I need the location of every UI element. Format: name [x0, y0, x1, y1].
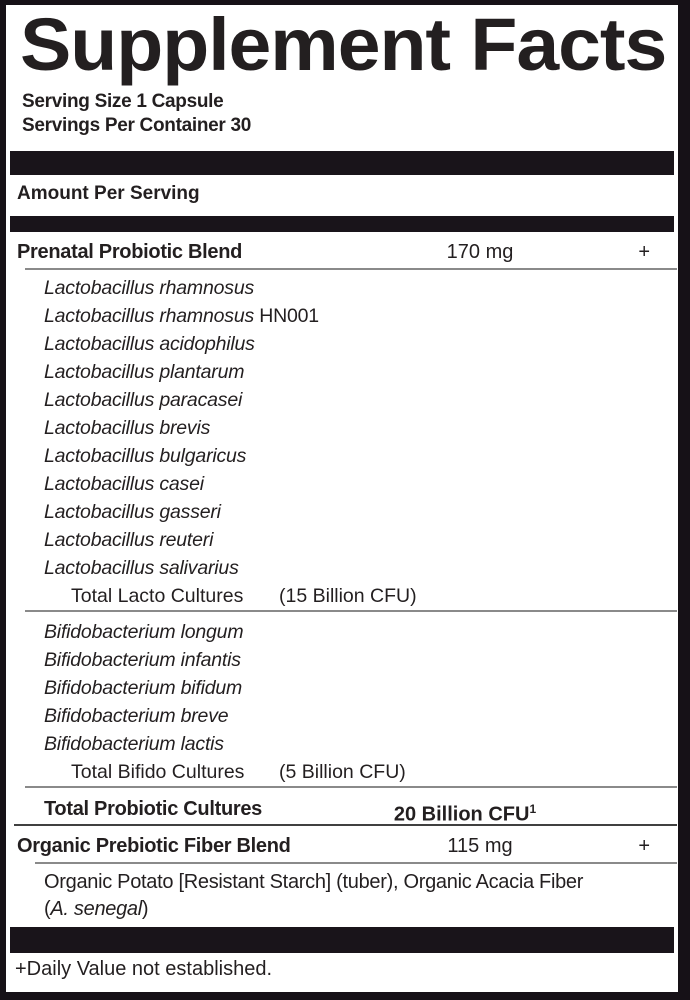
total-probiotic-value: 20 Billion CFU1 [393, 802, 537, 826]
bifido-species-list: Bifidobacterium longum Bifidobacterium in… [44, 612, 678, 758]
total-probiotic-label: Total Probiotic Cultures [44, 798, 262, 820]
species-item: Lactobacillus plantarum [44, 358, 678, 386]
probiotic-blend-name: Prenatal Probiotic Blend [17, 241, 243, 263]
species-latin-name: Lactobacillus brevis [44, 417, 211, 439]
rule-under-probiotic-header [25, 268, 677, 270]
rule-under-fiber-header [35, 862, 677, 864]
species-item: Lactobacillus rhamnosus HN001 [44, 302, 678, 330]
label-inner: Supplement Facts Serving Size 1 Capsule … [6, 5, 678, 982]
serving-info: Serving Size 1 Capsule Servings Per Cont… [22, 90, 678, 138]
species-item: Lactobacillus gasseri [44, 498, 678, 526]
species-latin-name: Lactobacillus casei [44, 473, 204, 495]
species-latin-name: A. senegal [50, 898, 142, 920]
fiber-blend-daily-value: + [638, 835, 650, 857]
daily-value-footnote: +Daily Value not established. [15, 958, 273, 980]
species-latin-name: Lactobacillus salivarius [44, 557, 239, 579]
fiber-blend-row: Organic Prebiotic Fiber Blend 115 mg + [17, 826, 674, 862]
probiotic-blend-amount: 170 mg [446, 241, 514, 263]
species-item: Bifidobacterium longum [44, 618, 678, 646]
bifido-total-value: (5 Billion CFU) [279, 761, 406, 783]
fiber-blend-name: Organic Prebiotic Fiber Blend [17, 835, 291, 857]
species-item: Bifidobacterium bifidum [44, 674, 678, 702]
fiber-blend-amount: 115 mg [447, 835, 513, 857]
lacto-species-list: Lactobacillus rhamnosus Lactobacillus rha… [44, 270, 678, 582]
divider-bar-thick-mid [10, 216, 674, 232]
species-item: Lactobacillus acidophilus [44, 330, 678, 358]
species-item: Lactobacillus brevis [44, 414, 678, 442]
rule-between-species-groups [25, 610, 677, 612]
bifido-total-row: Total Bifido Cultures (5 Billion CFU) [71, 758, 678, 786]
amount-per-serving-header: Amount Per Serving [17, 183, 200, 204]
species-latin-name: Bifidobacterium infantis [44, 649, 241, 671]
species-latin-name: Lactobacillus rhamnosus [44, 277, 255, 299]
species-latin-name: Lactobacillus rhamnosus [44, 305, 255, 327]
species-item: Lactobacillus salivarius [44, 554, 678, 582]
rule-dark-above-fiber [14, 824, 677, 826]
species-item: Bifidobacterium breve [44, 702, 678, 730]
total-probiotic-row: Total Probiotic Cultures 20 Billion CFU1 [17, 788, 674, 826]
species-latin-name: Lactobacillus reuteri [44, 529, 214, 551]
species-latin-name: Bifidobacterium breve [44, 705, 229, 727]
species-latin-name: Lactobacillus bulgaricus [44, 445, 247, 467]
species-item: Bifidobacterium infantis [44, 646, 678, 674]
bifido-total-label: Total Bifido Cultures [71, 761, 245, 783]
species-item: Lactobacillus reuteri [44, 526, 678, 554]
lacto-total-label: Total Lacto Cultures [71, 585, 244, 607]
species-latin-name: Lactobacillus paracasei [44, 389, 243, 411]
serving-size: Serving Size 1 Capsule [22, 91, 224, 112]
footnote-superscript: 1 [529, 802, 537, 816]
species-latin-name: Lactobacillus plantarum [44, 361, 245, 383]
rule-above-total-probiotic [25, 786, 677, 788]
species-latin-name: Bifidobacterium longum [44, 621, 244, 643]
probiotic-blend-row: Prenatal Probiotic Blend 170 mg + [17, 232, 674, 268]
species-latin-name: Lactobacillus acidophilus [44, 333, 255, 355]
label-title: Supplement Facts [20, 3, 667, 86]
species-item: Lactobacillus casei [44, 470, 678, 498]
fiber-ingredients-line2: (A. senegal) [44, 898, 149, 920]
species-strain-code: HN001 [254, 305, 319, 327]
fiber-ingredients-line1: Organic Potato [Resistant Starch] (tuber… [44, 871, 584, 893]
species-item: Lactobacillus paracasei [44, 386, 678, 414]
divider-bar-thick-top [10, 151, 674, 175]
species-item: Lactobacillus rhamnosus [44, 274, 678, 302]
species-latin-name: Bifidobacterium lactis [44, 733, 224, 755]
lacto-total-value: (15 Billion CFU) [279, 585, 417, 607]
species-latin-name: Lactobacillus gasseri [44, 501, 221, 523]
probiotic-blend-daily-value: + [638, 241, 650, 263]
servings-per-container: Servings Per Container 30 [22, 115, 252, 136]
species-latin-name: Bifidobacterium bifidum [44, 677, 243, 699]
lacto-total-row: Total Lacto Cultures (15 Billion CFU) [71, 582, 678, 610]
divider-bar-thick-bottom [10, 927, 674, 953]
species-item: Bifidobacterium lactis [44, 730, 678, 758]
species-item: Lactobacillus bulgaricus [44, 442, 678, 470]
fiber-ingredients: Organic Potato [Resistant Starch] (tuber… [44, 864, 664, 923]
